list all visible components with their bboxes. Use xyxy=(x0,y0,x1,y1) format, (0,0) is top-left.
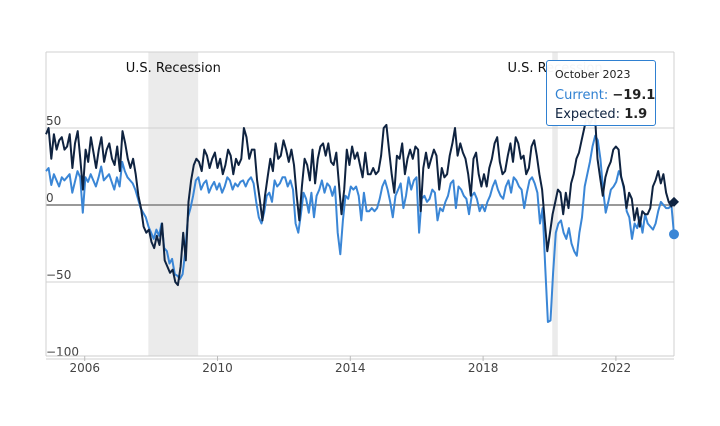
x-tick-label: 2022 xyxy=(601,361,632,375)
current-latest-marker xyxy=(669,229,679,240)
x-tick-label: 2018 xyxy=(468,361,499,375)
y-tick-label: −100 xyxy=(46,345,79,359)
y-tick-label: −50 xyxy=(46,268,71,282)
x-tick-label: 2006 xyxy=(69,361,100,375)
y-tick-label: 50 xyxy=(46,114,61,128)
tooltip-current-value: −19.1 xyxy=(612,88,656,103)
tooltip-current-row: Current: −19.1 xyxy=(555,86,655,105)
tooltip-expected-row: Expected: 1.9 xyxy=(555,105,655,124)
y-tick-label: 0 xyxy=(46,191,54,205)
recession-label: U.S. Recession xyxy=(126,61,221,76)
x-tick-label: 2014 xyxy=(335,361,366,375)
tooltip-current-label: Current: xyxy=(555,88,609,103)
expected-latest-marker xyxy=(669,196,679,207)
hover-tooltip: October 2023 Current: −19.1 Expected: 1.… xyxy=(546,60,656,126)
x-tick-label: 2010 xyxy=(202,361,233,375)
tooltip-expected-value: 1.9 xyxy=(624,107,648,122)
tooltip-date: October 2023 xyxy=(555,68,631,81)
expected-series-line xyxy=(45,111,675,287)
tooltip-expected-label: Expected: xyxy=(555,107,621,122)
current-series-line xyxy=(45,134,675,323)
